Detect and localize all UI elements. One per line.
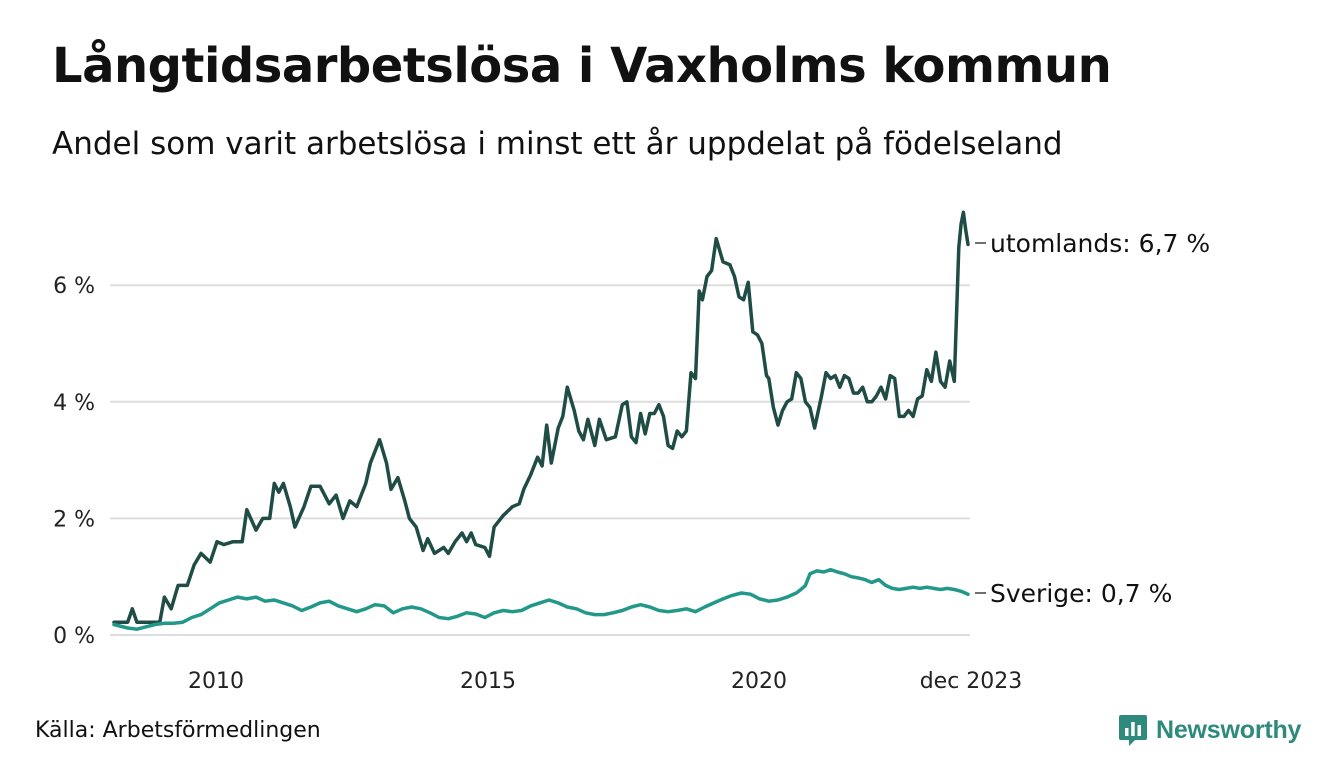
end-label-sverige: Sverige: 0,7 % — [990, 579, 1172, 608]
series-line-sverige — [112, 567, 970, 631]
x-tick-label: 2020 — [731, 669, 787, 694]
series-end-labels: utomlands: 6,7 % Sverige: 0,7 % — [975, 229, 1210, 608]
series-lines — [112, 210, 970, 631]
y-axis-ticks: 0 % 2 % 4 % 6 % — [53, 274, 95, 649]
x-axis-ticks: 2010 2015 2020 dec 2023 — [188, 669, 1022, 694]
y-tick-label: 0 % — [53, 624, 95, 649]
chart-subtitle: Andel som varit arbetslösa i minst ett å… — [52, 126, 1063, 162]
line-chart: 0 % 2 % 4 % 6 % 2010 2015 2020 dec 2023 utomla… — [53, 210, 1210, 694]
source-note: Källa: Arbetsförmedlingen — [35, 718, 321, 743]
newsworthy-wordmark: Newsworthy — [1156, 715, 1302, 744]
chart-title: Långtidsarbetslösa i Vaxholms kommun — [52, 38, 1112, 94]
series-line-utomlands — [112, 210, 970, 624]
grid-lines — [110, 284, 970, 636]
end-label-utomlands: utomlands: 6,7 % — [990, 229, 1210, 258]
newsworthy-logo: Newsworthy — [1118, 712, 1301, 748]
x-tick-label: 2010 — [188, 669, 244, 694]
x-tick-label: 2015 — [460, 669, 516, 694]
y-tick-label: 2 % — [53, 507, 95, 532]
newsworthy-chart-icon — [1119, 715, 1147, 746]
y-tick-label: 4 % — [53, 391, 95, 416]
x-tick-label: dec 2023 — [920, 669, 1023, 694]
y-tick-label: 6 % — [53, 274, 95, 299]
